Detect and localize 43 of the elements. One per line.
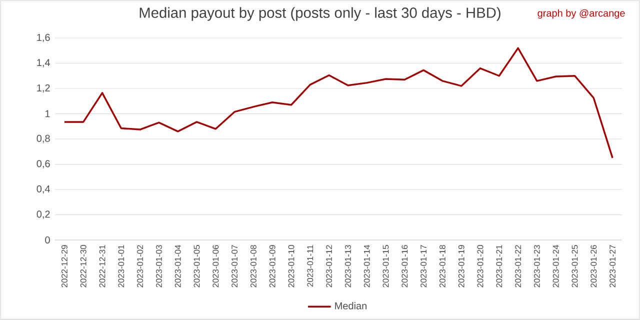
x-tick-label: 2023-01-03 [156,245,162,288]
x-tick-label: 2023-01-20 [477,245,484,288]
x-tick-label: 2023-01-22 [515,245,522,288]
x-tick-label: 2023-01-25 [572,245,578,288]
x-tick-label: 2022-12-30 [80,245,86,288]
x-tick-label: 2023-01-16 [402,245,408,288]
x-tick-label: 2023-01-24 [552,244,559,288]
x-tick-label: 2022-12-29 [61,245,68,288]
y-tick-label: 1 [45,110,50,118]
x-tick-label: 2023-01-04 [174,244,181,288]
x-tick-label: 2023-01-10 [288,245,294,288]
x-tick-label: 2023-01-15 [382,245,389,288]
y-tick-label: 0 [45,236,50,244]
text: graph by @arcange [538,9,625,19]
y-tick-label: 0,6 [36,160,50,168]
x-tick-label: 2022-12-31 [99,245,106,288]
x-tick-label: 2023-01-14 [364,244,370,288]
x-tick-label: 2023-01-08 [250,245,256,288]
x-tick-label: 2023-01-23 [534,245,540,288]
x-tick-label: 2023-01-06 [212,245,219,288]
line-series [64,47,614,159]
x-tick-label: 2023-01-13 [344,245,351,288]
x-tick-label: 2023-01-02 [137,245,144,288]
y-tick-label: 1,4 [37,59,50,68]
x-tick-label: 2023-01-21 [496,245,502,288]
x-tick-label: 2023-01-05 [194,245,200,288]
y-tick-label: 1,2 [37,84,50,93]
x-tick-label: 2023-01-11 [307,245,314,287]
x-tick-label: 2023-01-26 [590,245,597,288]
x-tick-label: 2023-01-19 [458,245,464,288]
x-tick-label: 2023-01-18 [439,245,446,288]
chart-title: Median payout by post (posts only - last 30 days - HBD) [140,7,500,21]
y-tick-label: 0,4 [36,185,50,194]
x-tick-label: 2023-01-27 [610,245,616,288]
y-tick-label: 1,6 [37,34,50,42]
y-tick-label: 0,2 [36,210,50,219]
legend-label: Median [335,302,366,310]
x-tick-label: 2023-01-01 [118,245,124,288]
x-tick-label: 2023-01-07 [232,245,238,288]
x-tick-label: 2023-01-17 [420,245,427,288]
x-tick-label: 2023-01-09 [269,245,276,288]
y-tick-label: 0,8 [36,134,50,144]
x-tick-label: 2023-01-12 [326,245,332,288]
